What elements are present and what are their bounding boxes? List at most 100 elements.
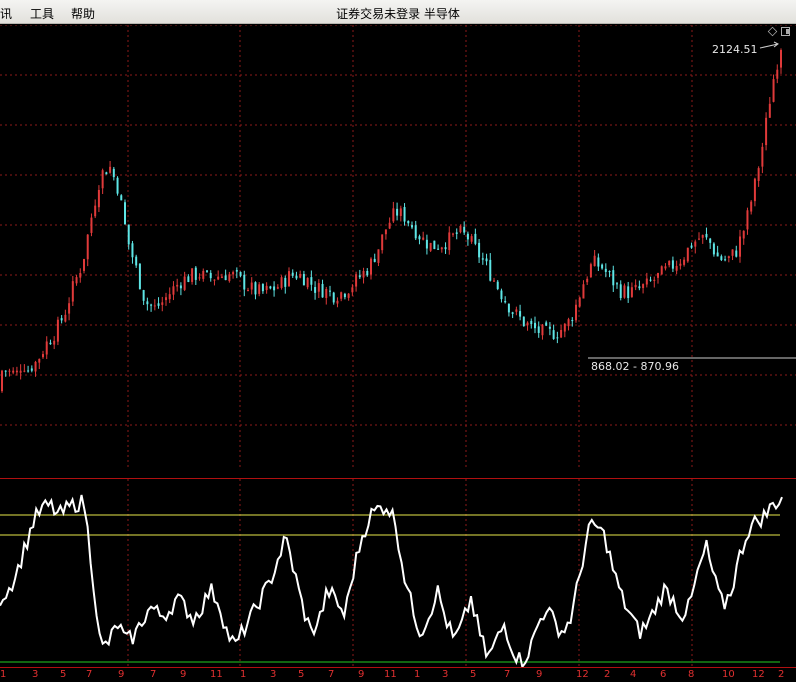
candle-body (138, 263, 141, 290)
candle-body (642, 284, 645, 289)
candle-body (4, 370, 7, 372)
main-price-chart[interactable]: 868.02 - 870.96 2124.51 (0, 25, 796, 467)
candle-body (71, 281, 74, 302)
candle-body (291, 272, 294, 276)
candle-body (68, 303, 71, 314)
pane-divider[interactable] (0, 478, 796, 479)
candle-body (153, 305, 156, 307)
candle-body (306, 277, 309, 288)
time-axis-tick: 12 (752, 669, 765, 680)
candle-body (504, 300, 507, 303)
menu-item-help[interactable]: 帮助 (71, 7, 96, 21)
candle-body (49, 342, 52, 345)
low-price-label: 868.02 - 870.96 (591, 360, 679, 373)
indicator-chart[interactable] (0, 479, 796, 667)
candle-body (19, 370, 22, 373)
candle-body (261, 284, 264, 292)
candle-body (411, 225, 413, 228)
candle-body (194, 267, 197, 280)
candle-body (645, 278, 648, 285)
candle-body (127, 224, 130, 245)
panel-toggle-icon[interactable] (781, 27, 790, 36)
candle-body (105, 172, 108, 175)
candle-body (694, 241, 697, 247)
candle-body (392, 208, 395, 222)
candle-body (683, 259, 686, 265)
candle-body (485, 258, 488, 262)
time-axis-tick: 1 (240, 669, 247, 680)
candle-body (302, 274, 305, 286)
candle-body (172, 286, 175, 295)
candle-body (493, 280, 495, 282)
candle-body (724, 259, 727, 261)
candle-body (444, 247, 447, 250)
candle-body (235, 270, 238, 272)
candle-body (135, 256, 138, 266)
candle-body (288, 271, 290, 287)
candle-body (265, 285, 268, 291)
candle-body (630, 287, 633, 297)
candle-body (370, 258, 372, 275)
candle-body (727, 256, 730, 258)
candle-body (567, 319, 570, 327)
time-axis-tick: 7 (504, 669, 511, 680)
candle-body (381, 234, 384, 251)
menu-item-tools[interactable]: 工具 (30, 7, 55, 21)
candle-body (217, 276, 220, 280)
candle-body (589, 264, 592, 278)
candle-body (317, 283, 320, 292)
candle-body (112, 168, 115, 178)
candle-body (657, 273, 659, 278)
time-axis-tick: 5 (470, 669, 477, 680)
candle-body (101, 170, 104, 189)
candle-body (60, 318, 63, 321)
candle-body (384, 229, 387, 235)
candle-body (556, 337, 559, 339)
candle-body (582, 284, 585, 299)
candle-body (560, 329, 563, 338)
candle-body (578, 297, 581, 307)
candle-body (86, 234, 89, 260)
candle-body (768, 103, 771, 118)
time-axis-tick: 12 (576, 669, 589, 680)
time-axis-tick: 7 (150, 669, 157, 680)
candle-body (496, 281, 499, 290)
candle-body (30, 368, 33, 371)
candle-body (224, 275, 227, 281)
candle-body (273, 286, 276, 291)
candle-body (772, 79, 775, 102)
time-axis-tick: 1 (0, 669, 7, 680)
candle-body (448, 232, 451, 251)
candle-body (373, 258, 376, 262)
time-axis-tick: 5 (298, 669, 305, 680)
candle-body (425, 239, 428, 249)
candle-body (314, 287, 317, 293)
candle-body (38, 358, 41, 363)
candle-body (64, 314, 67, 322)
candle-body (213, 279, 216, 281)
time-axis-tick: 3 (442, 669, 449, 680)
time-axis-tick: 2 (604, 669, 611, 680)
candle-body (616, 283, 618, 285)
candle-body (79, 273, 82, 278)
high-arrow-icon (759, 41, 779, 49)
candle-body (548, 326, 551, 329)
candle-body (176, 284, 179, 287)
candle-body (709, 238, 712, 243)
candle-body (742, 230, 745, 239)
candle-body (407, 220, 410, 224)
candle-body (563, 323, 566, 332)
time-axis: 1 3 5 7 9 7 9 11 1 3 5 7 9 11 1 3 5 7 9 12 2 4 6 8 10 12 2 (0, 667, 796, 682)
oscillator-line (0, 494, 783, 667)
time-axis-tick: 5 (60, 669, 67, 680)
candle-body (168, 294, 171, 300)
menu-item-news[interactable]: 讯 (0, 7, 13, 21)
candle-body (765, 117, 768, 146)
candle-body (179, 285, 182, 289)
candle-body (23, 370, 26, 372)
candle-body (243, 274, 246, 290)
candle-body (619, 284, 622, 298)
candle-body (239, 272, 242, 276)
candle-body (1, 370, 3, 392)
candle-body (634, 284, 637, 288)
